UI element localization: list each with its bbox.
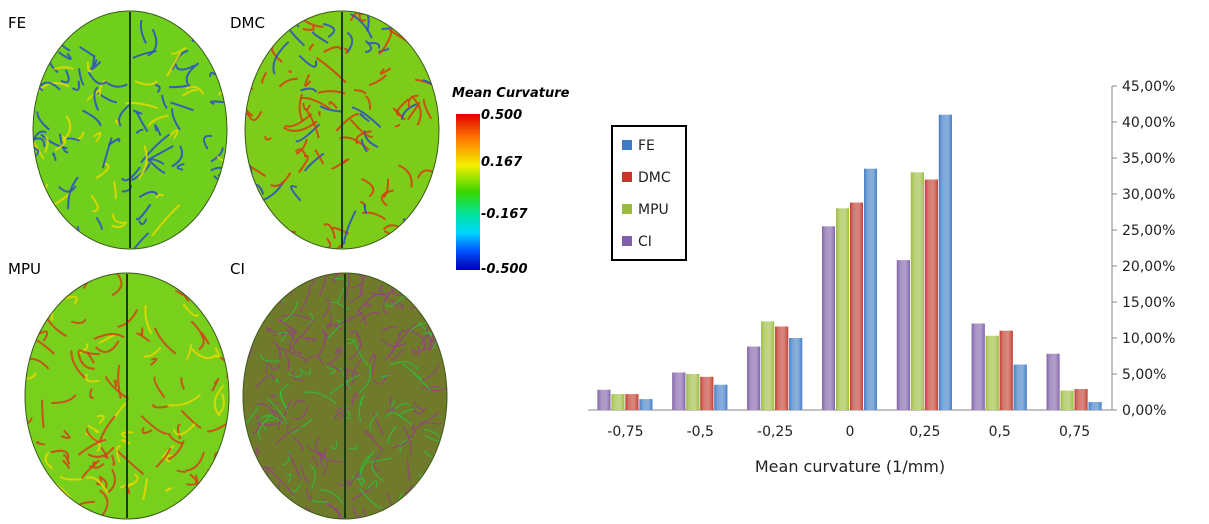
x-tick-label: -0,5 xyxy=(687,424,714,440)
curvature-histogram-chart: 0,00% 5,00% 10,00% 15,00% 20,00% 25,00% 30,00%… xyxy=(588,79,1175,476)
bar-shade xyxy=(985,335,999,410)
panel-label-mpu: MPU xyxy=(8,260,41,278)
bar-shade xyxy=(789,338,803,410)
legend-label-dmc: DMC xyxy=(638,170,671,186)
brain-render-ci xyxy=(242,272,448,520)
x-tick-label: 0,25 xyxy=(909,424,940,440)
bar-shade xyxy=(775,326,789,410)
colorbar xyxy=(456,114,480,270)
y-tick-label: 25,00% xyxy=(1122,223,1175,239)
x-tick-label: -0,75 xyxy=(607,424,643,440)
x-tick-label: 0,75 xyxy=(1059,424,1090,440)
y-tick-label: 15,00% xyxy=(1122,295,1175,311)
bar-shade xyxy=(1074,389,1088,410)
y-tick-label: 5,00% xyxy=(1122,367,1166,383)
legend-label-fe: FE xyxy=(638,138,655,154)
bar-shade xyxy=(597,389,611,410)
bar-shade xyxy=(1088,402,1102,410)
bar-shade xyxy=(864,168,877,410)
y-tick-label: 10,00% xyxy=(1122,331,1175,347)
y-tick-label: 20,00% xyxy=(1122,259,1175,275)
colorbar-tick-mid-low: -0.167 xyxy=(481,207,528,222)
bar-shade xyxy=(1046,353,1060,410)
bar-shade xyxy=(850,202,863,410)
legend-swatch-mpu xyxy=(622,204,632,214)
bar-shade xyxy=(836,208,849,410)
bar-shade xyxy=(924,179,938,410)
bar-shade xyxy=(625,394,639,410)
y-tick-label: 45,00% xyxy=(1122,79,1175,95)
brain-render-dmc xyxy=(244,10,440,250)
bar-shade xyxy=(1013,364,1027,410)
bar-shade xyxy=(686,374,700,410)
colorbar-tick-max: 0.500 xyxy=(481,108,523,123)
y-tick-label: 0,00% xyxy=(1122,403,1166,419)
panel-label-ci: CI xyxy=(230,260,245,278)
bar-shade xyxy=(611,394,625,410)
brain-render-mpu xyxy=(24,272,230,520)
y-tick-label: 30,00% xyxy=(1122,187,1175,203)
bar-shade xyxy=(700,376,714,410)
bar-shade xyxy=(672,372,686,410)
bar-shade xyxy=(714,384,728,410)
x-tick-label: -0,25 xyxy=(757,424,793,440)
x-axis-label: Mean curvature (1/mm) xyxy=(755,457,945,476)
x-tick-label: 0,5 xyxy=(989,424,1011,440)
bar-shade xyxy=(938,114,952,411)
legend-label-mpu: MPU xyxy=(638,202,669,218)
bar-shade xyxy=(910,172,924,410)
panel-label-dmc: DMC xyxy=(230,14,265,32)
bar-shade xyxy=(971,323,985,410)
panel-label-fe: FE xyxy=(8,14,27,32)
y-tick-label: 40,00% xyxy=(1122,115,1175,131)
colorbar-tick-mid-high: 0.167 xyxy=(481,155,523,170)
y-tick-label: 35,00% xyxy=(1122,151,1175,167)
legend-swatch-fe xyxy=(622,140,632,150)
bar-shade xyxy=(639,399,653,410)
bar-shade xyxy=(999,330,1013,410)
legend-label-ci: CI xyxy=(638,234,652,250)
bar-shade xyxy=(896,260,910,410)
bar-shade xyxy=(747,346,761,410)
bar-shade xyxy=(761,321,775,410)
colorbar-tick-min: -0.500 xyxy=(481,262,528,277)
colorbar-title: Mean Curvature xyxy=(452,86,570,101)
legend-swatch-ci xyxy=(622,236,632,246)
bar-shade xyxy=(822,226,835,410)
legend-swatch-dmc xyxy=(622,172,632,182)
x-tick-label: 0 xyxy=(846,424,855,440)
brain-render-fe xyxy=(32,10,228,250)
bar-shade xyxy=(1060,390,1074,410)
